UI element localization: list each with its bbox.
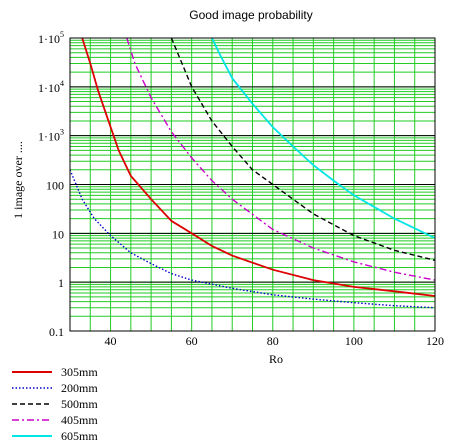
x-tick-label: 60 (186, 334, 198, 348)
x-tick-label: 40 (105, 334, 117, 348)
y-tick-label: 1·103 (38, 128, 64, 144)
series-line-500mm (170, 38, 435, 261)
y-tick-label: 0.1 (49, 325, 64, 339)
series-line-605mm (211, 38, 435, 239)
y-tick-label: 1·105 (38, 30, 64, 46)
y-tick-label: 1·104 (38, 79, 64, 95)
y-tick-label: 1 (58, 276, 64, 290)
chart-title: Good image probability (189, 8, 312, 22)
series-line-305mm (81, 38, 435, 297)
y-tick-label: 100 (46, 179, 64, 193)
grid (69, 37, 436, 332)
legend-label-405mm: 405mm (61, 413, 98, 427)
x-tick-labels: 40 60 80 100 120 (105, 334, 444, 348)
legend-label-500mm: 500mm (61, 397, 98, 411)
y-tick-labels: 0.1 1 10 100 1·103 1·104 1·105 (38, 30, 64, 339)
series-lines (70, 38, 435, 309)
legend-label-200mm: 200mm (61, 381, 98, 395)
series-line-200mm (70, 169, 435, 309)
series-line-405mm (126, 38, 435, 281)
y-axis-label: 1 image over .... (11, 141, 25, 219)
x-tick-label: 100 (345, 334, 363, 348)
legend: 305mm 200mm 500mm 405mm 605mm (12, 365, 98, 440)
x-tick-label: 80 (267, 334, 279, 348)
legend-label-305mm: 305mm (61, 365, 98, 379)
y-tick-label: 10 (52, 227, 64, 241)
plot-frame (69, 37, 436, 332)
x-tick-label: 120 (426, 334, 444, 348)
x-axis-label: Ro (269, 352, 283, 366)
legend-label-605mm: 605mm (61, 429, 98, 440)
